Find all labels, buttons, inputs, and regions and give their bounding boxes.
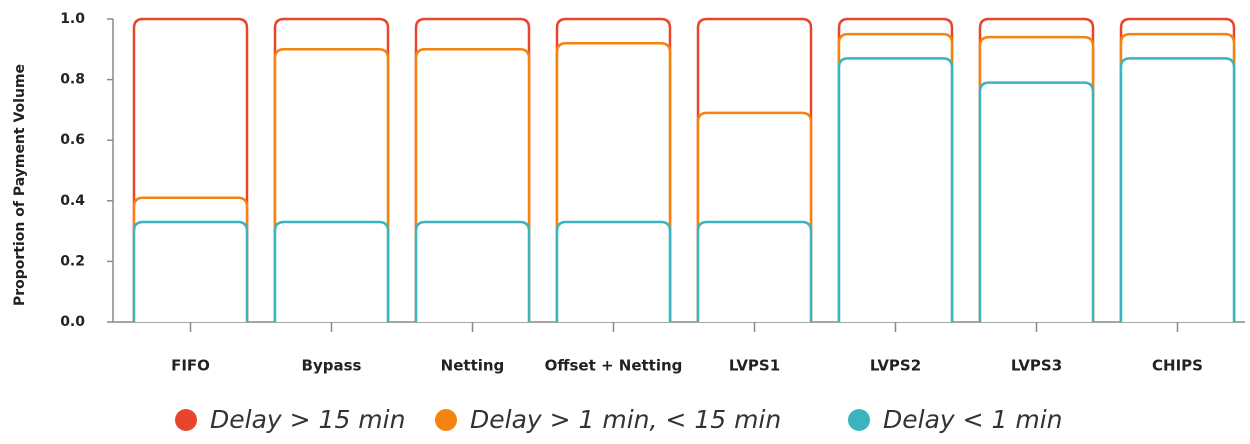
legend-label: Delay > 1 min, < 15 min xyxy=(470,405,781,434)
bar xyxy=(555,220,672,322)
x-tick-label: FIFO xyxy=(171,357,210,375)
bar xyxy=(978,81,1095,322)
legend-swatch xyxy=(435,409,457,431)
bar xyxy=(273,220,390,322)
y-tick-label: 1.0 xyxy=(60,11,85,27)
x-tick-label: Offset + Netting xyxy=(545,357,683,375)
x-tick-label: Bypass xyxy=(302,357,362,375)
legend-swatch xyxy=(848,409,870,431)
legend-label: Delay > 15 min xyxy=(210,405,405,434)
y-axis-label: Proportion of Payment Volume xyxy=(12,64,28,306)
x-tick-label: LVPS1 xyxy=(729,357,780,375)
bar xyxy=(696,220,813,322)
bar xyxy=(132,220,249,322)
x-tick-label: CHIPS xyxy=(1152,357,1203,375)
y-tick-label: 0.2 xyxy=(60,253,85,269)
y-tick-label: 0.4 xyxy=(60,193,85,209)
y-tick-label: 0.8 xyxy=(60,72,85,88)
x-tick-label: LVPS2 xyxy=(870,357,921,375)
x-tick-label: LVPS3 xyxy=(1011,357,1062,375)
legend-swatch xyxy=(175,409,197,431)
y-tick-label: 0.0 xyxy=(60,314,85,330)
bar xyxy=(837,57,954,322)
bar xyxy=(1119,57,1236,322)
x-tick-label: Netting xyxy=(441,357,505,375)
bar xyxy=(414,220,531,322)
y-tick-label: 0.6 xyxy=(60,132,85,148)
legend-label: Delay < 1 min xyxy=(883,405,1063,434)
